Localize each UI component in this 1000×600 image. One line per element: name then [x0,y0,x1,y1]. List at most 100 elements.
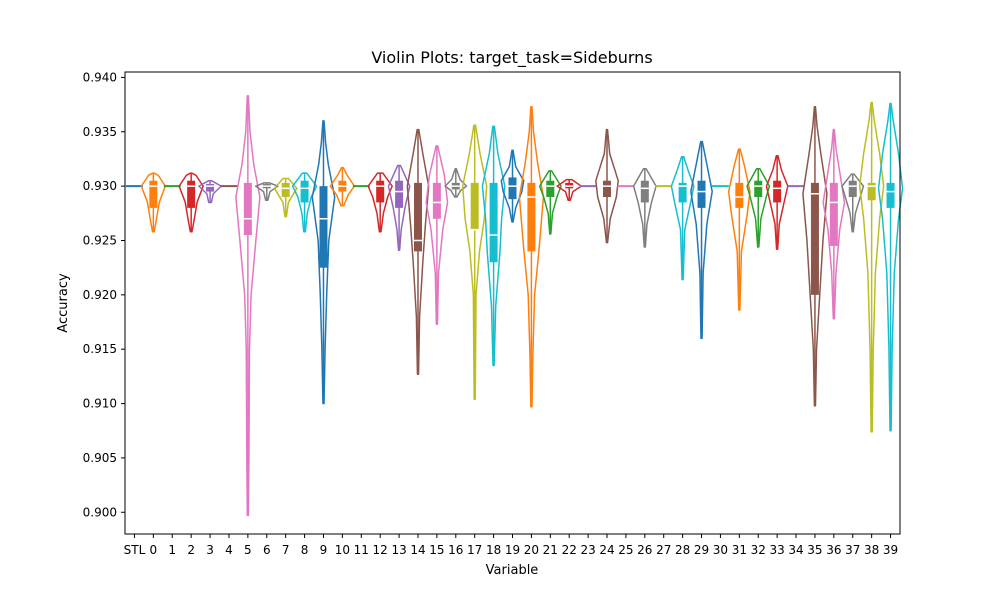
violin-21 [538,170,562,235]
x-tick-label-32: 31 [732,543,747,557]
x-tick-label-35: 34 [788,543,803,557]
x-tick-label-20: 19 [505,543,520,557]
violin-39 [877,102,904,432]
x-tick-label-21: 20 [524,543,539,557]
x-tick-label-0: STL [124,543,146,557]
violin-5 [235,95,261,517]
violin-outline-8 [291,172,318,233]
x-tick-label-23: 22 [562,543,577,557]
chart-title: Violin Plots: target_task=Sideburns [371,48,652,68]
violin-iqr-box-19 [508,177,517,200]
violin-32 [746,167,771,248]
violin-iqr-box-2 [187,180,196,208]
x-tick-label-36: 35 [807,543,822,557]
x-tick-label-2: 1 [168,543,176,557]
violin-33 [765,154,789,250]
violin-24 [595,128,619,244]
violin-2 [178,172,204,233]
y-tick-label-7: 0.935 [83,125,117,139]
violin-29 [690,140,713,340]
violin-9 [311,120,336,405]
violin-12 [367,172,393,233]
violin-iqr-box-37 [848,180,857,198]
x-tick-label-29: 28 [675,543,690,557]
violin-8 [291,172,318,233]
violin-outline-16 [444,167,468,198]
violin-14 [406,128,430,375]
x-tick-label-39: 38 [864,543,879,557]
violin-iqr-box-35 [810,182,819,295]
violin-iqr-box-24 [603,180,612,198]
violin-outline-13 [387,164,411,252]
x-tick-label-33: 32 [751,543,766,557]
y-tick-label-3: 0.915 [83,342,117,356]
violins-layer [126,95,904,517]
violin-iqr-box-39 [886,182,895,208]
violin-35 [802,106,828,407]
violin-outline-2 [178,172,204,233]
x-axis: STL 0 1 2 3 4 5 6 7 8 9 10 11 12 13 14 15 16 17 18 19 20 21 22 2… [124,534,898,557]
x-tick-label-28: 27 [656,543,671,557]
x-tick-label-37: 36 [826,543,841,557]
violin-iqr-box-17 [470,182,479,230]
y-tick-label-0: 0.900 [83,505,117,519]
violin-20 [518,106,545,408]
violin-13 [387,164,411,252]
violin-16 [444,167,468,198]
violin-22 [556,178,582,202]
x-tick-label-16: 15 [429,543,444,557]
x-tick-label-18: 17 [467,543,482,557]
violin-iqr-box-14 [413,182,422,252]
violin-outline-21 [538,170,562,235]
x-tick-label-12: 11 [354,543,369,557]
x-tick-label-15: 14 [410,543,425,557]
violin-3 [198,179,223,204]
x-tick-label-5: 4 [225,543,233,557]
x-tick-label-30: 29 [694,543,709,557]
violin-15 [425,145,449,325]
violin-outline-32 [746,167,771,248]
violin-outline-26 [632,167,657,248]
x-tick-label-8: 7 [282,543,290,557]
violin-outline-24 [595,128,619,244]
y-axis: 0.900 0.905 0.910 0.915 0.920 0.925 0.930 0.935… [83,70,125,519]
y-tick-label-1: 0.905 [83,451,117,465]
violin-iqr-box-5 [243,182,252,236]
x-tick-label-40: 39 [883,543,898,557]
x-tick-label-38: 37 [845,543,860,557]
x-tick-label-26: 25 [618,543,633,557]
x-tick-label-34: 33 [769,543,784,557]
violin-outline-36 [822,128,846,320]
violin-17 [461,124,488,400]
violin-0 [140,172,167,233]
violin-outline-14 [406,128,430,375]
x-axis-label: Variable [486,563,539,578]
violin-iqr-box-29 [697,180,706,208]
x-tick-label-22: 21 [543,543,558,557]
violin-7 [273,177,298,218]
x-tick-label-1: 0 [150,543,158,557]
violin-iqr-box-18 [489,182,498,263]
violin-iqr-box-7 [281,182,290,198]
violin-37 [841,173,865,233]
violin-iqr-box-31 [735,182,744,208]
x-tick-label-24: 23 [580,543,595,557]
x-tick-label-11: 10 [335,543,350,557]
violin-iqr-box-8 [300,180,309,203]
y-tick-label-4: 0.920 [83,288,117,302]
violin-iqr-box-20 [527,182,536,252]
y-tick-label-8: 0.940 [83,70,117,84]
violin-iqr-box-28 [678,182,687,203]
x-tick-label-13: 12 [373,543,388,557]
violin-iqr-box-12 [376,180,385,203]
y-tick-label-6: 0.930 [83,179,117,193]
x-tick-label-31: 30 [713,543,728,557]
x-tick-label-4: 3 [206,543,214,557]
violin-38 [858,101,885,433]
violin-18 [481,125,506,367]
violin-iqr-box-9 [319,186,328,268]
violin-6 [254,182,279,202]
violin-31 [727,148,751,311]
